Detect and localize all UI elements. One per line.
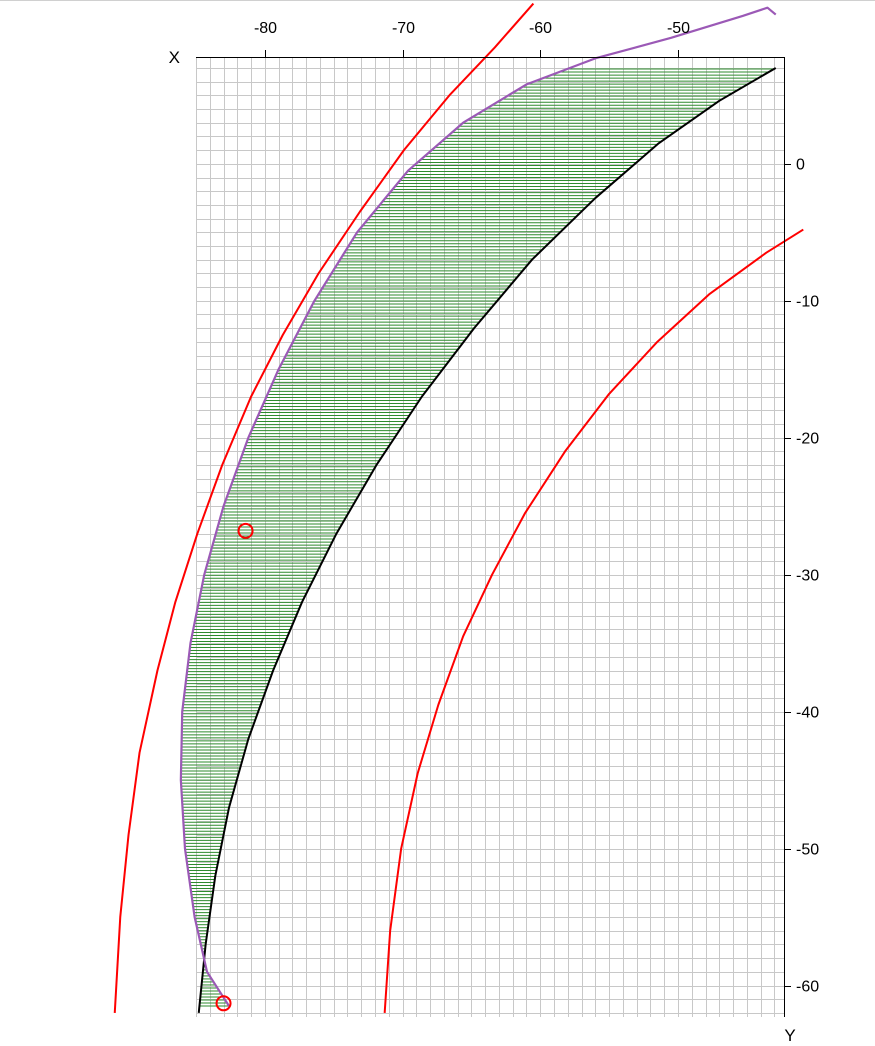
x-tick-label: -70: [392, 20, 415, 37]
y-tick-label: -20: [796, 431, 819, 448]
y-tick-label: -30: [796, 568, 819, 585]
x-tick-label: -60: [529, 20, 552, 37]
y-axis-name: Y: [784, 1026, 795, 1045]
y-tick-label: -60: [796, 979, 819, 996]
markers: [215, 522, 254, 1012]
outer-boundary-line: [179, 6, 777, 1007]
marker-circle: [237, 522, 254, 539]
marker-circle: [215, 995, 232, 1012]
inner-boundary-line: [197, 67, 777, 1013]
grid: [196, 57, 784, 1017]
y-tick-label: -40: [796, 705, 819, 722]
y-tick-label: 0: [796, 157, 805, 174]
reference-curve-line: [383, 228, 804, 1013]
axes: -80 -70 -60 -50 0 -10 -20 -30 -40 -50 -60 X Y: [169, 20, 820, 1045]
series-group: [113, 2, 804, 1013]
y-tick-label: -50: [796, 842, 819, 859]
x-axis-name: X: [169, 48, 180, 67]
y-tick-label: -10: [796, 294, 819, 311]
x-tick-label: -50: [667, 20, 690, 37]
reference-curve-line: [113, 2, 535, 1013]
x-tick-label: -80: [254, 20, 277, 37]
